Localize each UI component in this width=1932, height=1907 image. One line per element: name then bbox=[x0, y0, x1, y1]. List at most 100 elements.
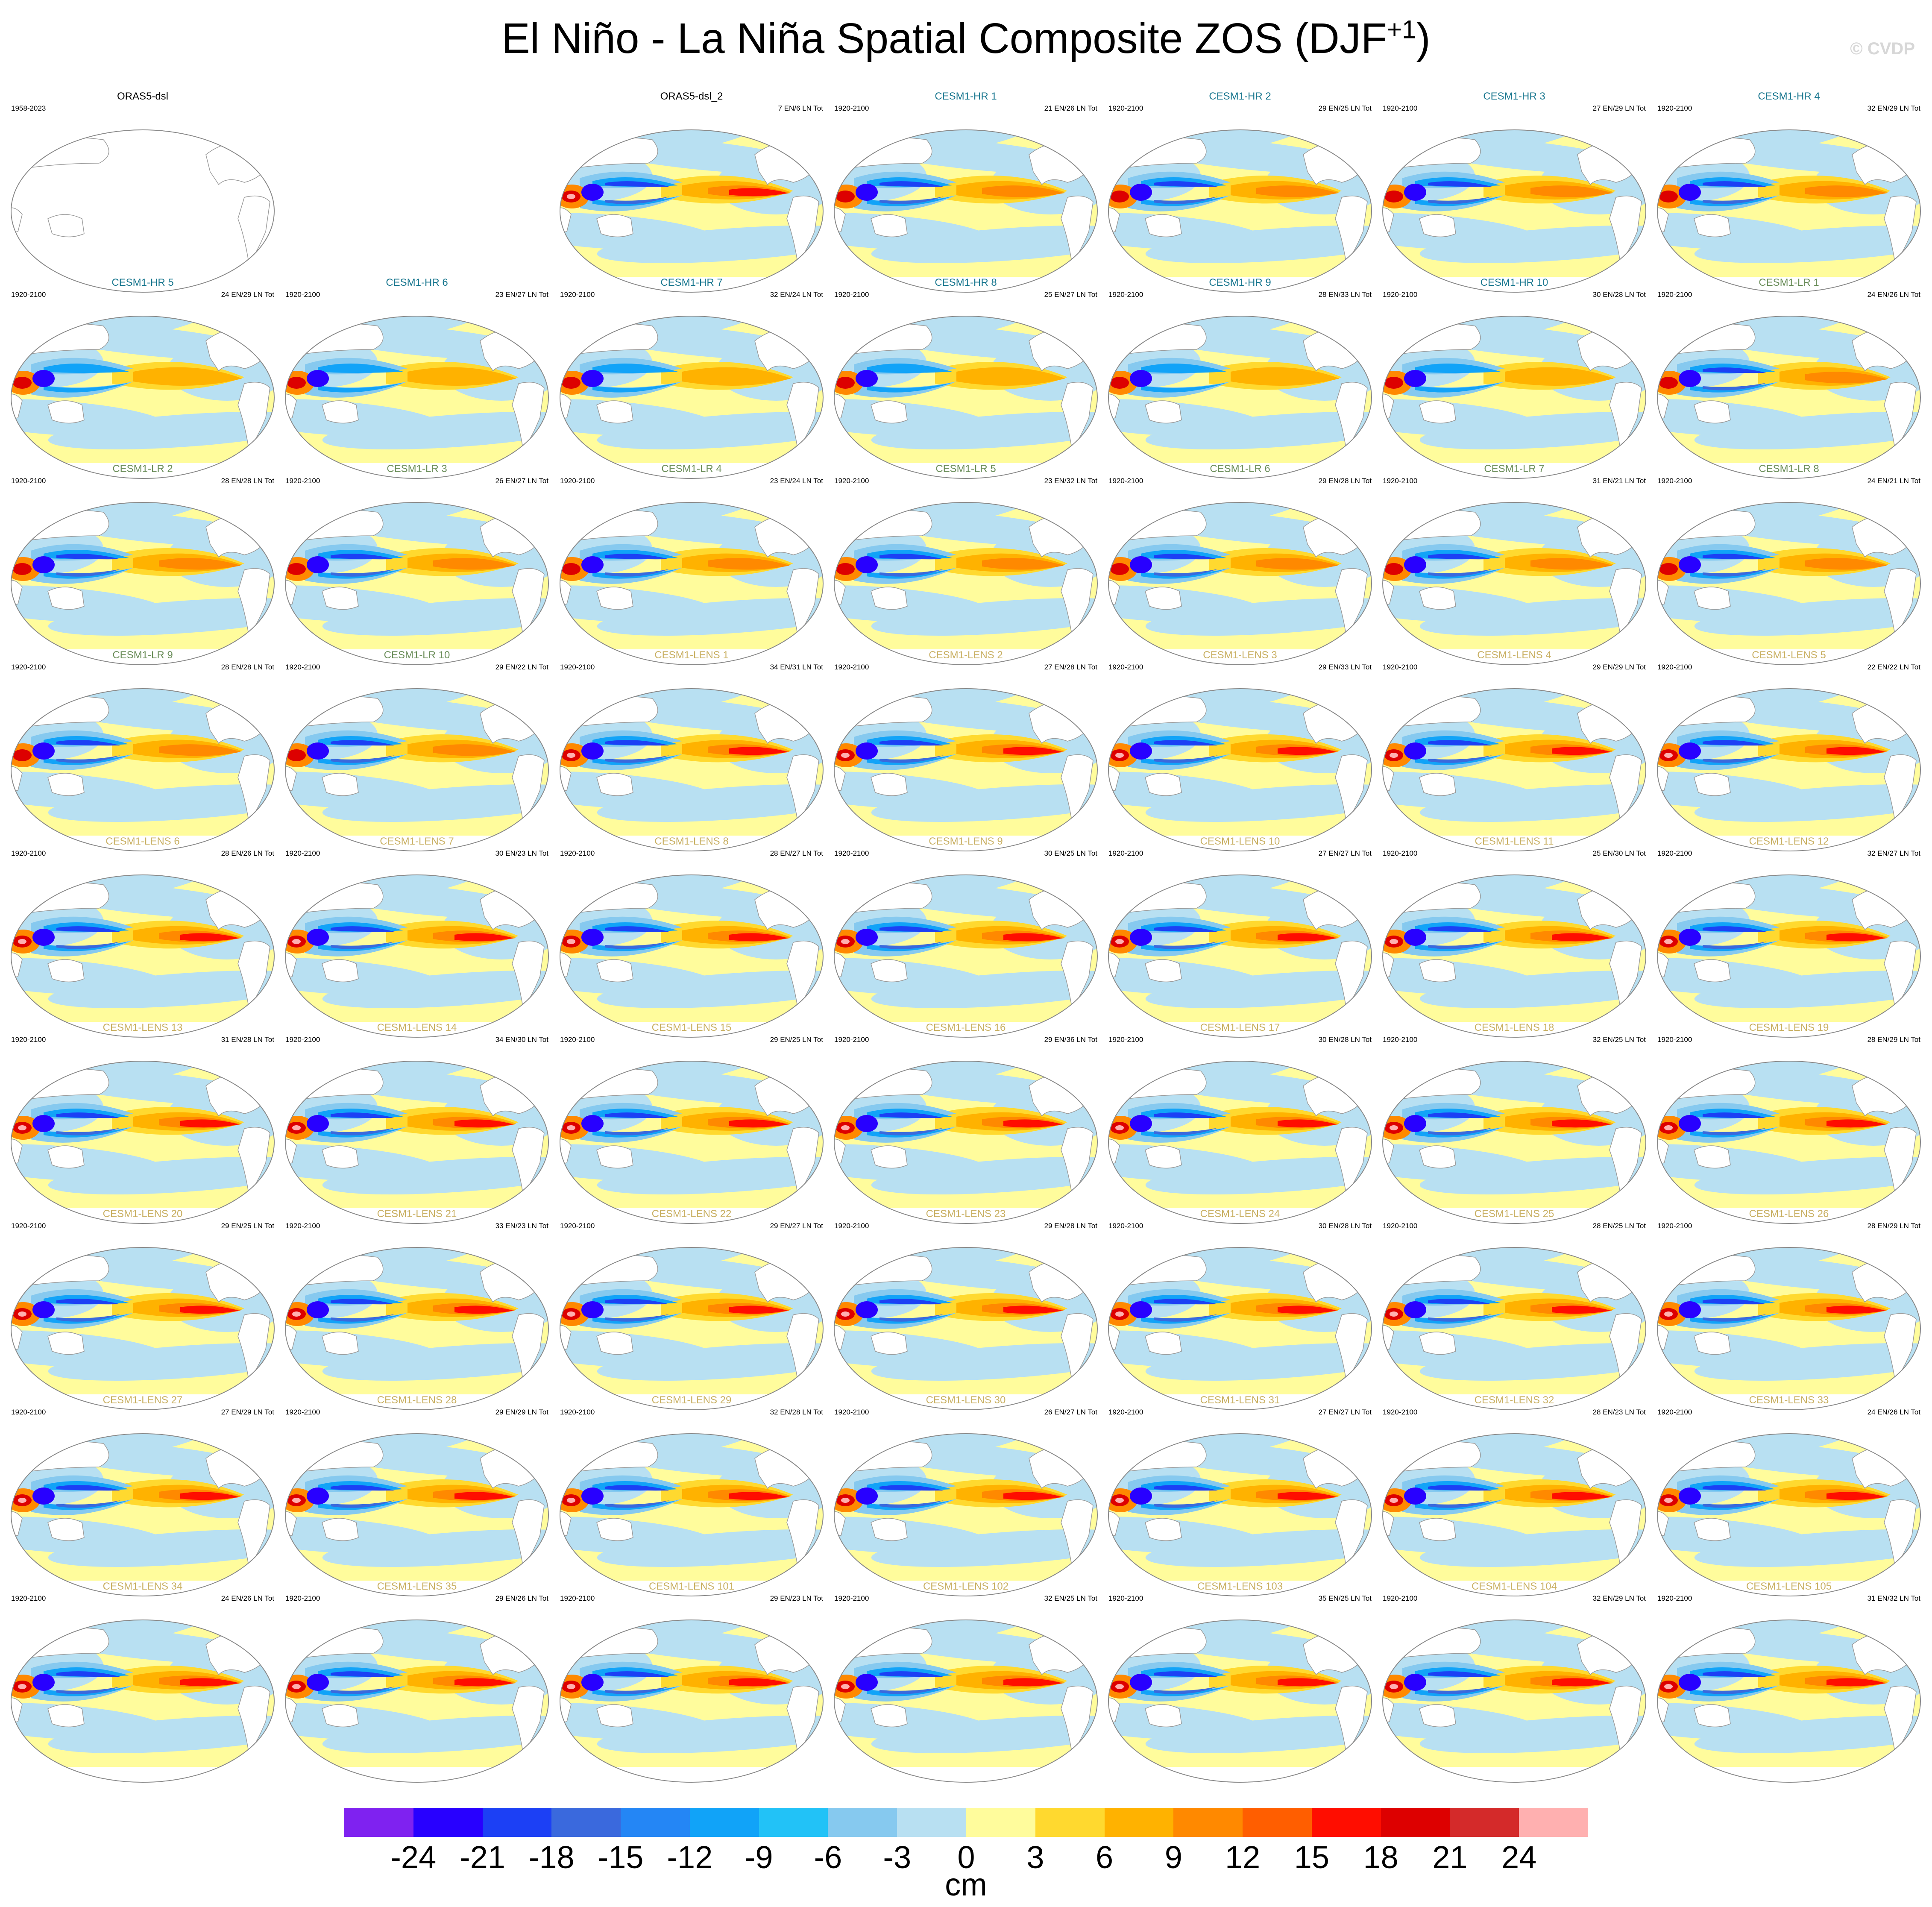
map-field bbox=[560, 130, 823, 277]
field-west-cool-s2 bbox=[592, 1128, 678, 1138]
panel-event-count: 27 EN/29 LN Tot bbox=[1592, 104, 1646, 112]
land-asia bbox=[836, 136, 932, 168]
field-east-pacific-warm4 bbox=[180, 933, 239, 942]
map-panel: CESM1-LENS 24 1920-2100 30 EN/28 LN Tot bbox=[1102, 1208, 1378, 1410]
panel-period: 1920-2100 bbox=[834, 1036, 869, 1044]
land-africa bbox=[560, 1325, 572, 1350]
field-east-pacific-warm4 bbox=[1003, 933, 1062, 942]
panel-title: CESM1-LENS 23 bbox=[926, 1208, 1006, 1220]
panel-period: 1920-2100 bbox=[834, 1408, 869, 1416]
land-africa bbox=[285, 1138, 297, 1164]
panel-period: 1920-2100 bbox=[11, 477, 46, 485]
field-west-cool-s3 bbox=[605, 1500, 669, 1508]
land-asia bbox=[836, 1254, 932, 1285]
map-panel: CESM1-LENS 29 1920-2100 32 EN/28 LN Tot bbox=[554, 1394, 829, 1596]
land-africa bbox=[1657, 1511, 1669, 1536]
land-africa bbox=[1657, 580, 1669, 605]
land-asia bbox=[562, 509, 658, 540]
coast-africa bbox=[11, 207, 23, 232]
map-outline bbox=[834, 502, 1098, 665]
field-west-cool-n3 bbox=[331, 1299, 395, 1305]
field-west-cool-n3 bbox=[880, 181, 944, 187]
field-maritime-cool bbox=[856, 742, 878, 760]
field-west-cool-s2 bbox=[592, 383, 678, 393]
land-australia bbox=[1145, 773, 1182, 796]
land-africa bbox=[834, 207, 846, 232]
map-field bbox=[11, 1434, 274, 1581]
field-indian-warm3 bbox=[1664, 939, 1673, 944]
map-outline bbox=[1382, 688, 1646, 851]
land-asia bbox=[1111, 1068, 1207, 1099]
map-field bbox=[11, 136, 270, 262]
field-west-cool-n3 bbox=[1154, 926, 1218, 932]
panel-title: CESM1-LENS 22 bbox=[651, 1208, 732, 1220]
panel-period: 1920-2100 bbox=[285, 849, 320, 857]
land-australia bbox=[1419, 1704, 1456, 1728]
panel-title: CESM1-LENS 2 bbox=[929, 649, 1003, 661]
panel-title: ORAS5-dsl_2 bbox=[660, 91, 723, 102]
panel-period: 1920-2100 bbox=[1383, 477, 1418, 485]
colorbar-segment bbox=[621, 1808, 690, 1837]
land-africa bbox=[1657, 952, 1669, 977]
colorbar-segment bbox=[828, 1808, 897, 1837]
field-west-cool-n3 bbox=[331, 1112, 395, 1118]
field-west-cool-s2 bbox=[867, 569, 952, 579]
map-field bbox=[1657, 1061, 1920, 1208]
field-indian-warm3 bbox=[841, 1498, 850, 1503]
field-maritime-cool bbox=[32, 742, 55, 760]
panel-title: CESM1-LENS 24 bbox=[1200, 1208, 1280, 1220]
field-east-pacific-warm3 bbox=[159, 744, 241, 756]
panel-period: 1920-2100 bbox=[1383, 1594, 1418, 1602]
colorbar-segment bbox=[1519, 1808, 1589, 1837]
land-asia bbox=[1659, 1626, 1756, 1658]
colorbar-tick-label: -12 bbox=[667, 1840, 713, 1875]
field-indian-warm3 bbox=[1115, 1498, 1124, 1503]
colorbar-tick-label: 12 bbox=[1225, 1840, 1261, 1875]
panel-title: CESM1-LENS 105 bbox=[1746, 1581, 1832, 1592]
field-west-cool-n3 bbox=[331, 926, 395, 932]
map-svg bbox=[1657, 1433, 1921, 1596]
field-east-pacific-warm4 bbox=[729, 1119, 788, 1128]
field-east-pacific-warm4 bbox=[729, 1492, 788, 1500]
field-maritime-cool bbox=[1679, 742, 1701, 760]
land-asia bbox=[13, 695, 109, 727]
field-west-cool-s2 bbox=[318, 1500, 403, 1510]
field-maritime-cool bbox=[1130, 929, 1152, 946]
map-svg bbox=[834, 1433, 1098, 1596]
field-west-cool-n3 bbox=[1703, 554, 1767, 560]
land-asia bbox=[1111, 509, 1207, 540]
field-west-cool-s3 bbox=[880, 1128, 944, 1135]
panel-title: CESM1-LENS 103 bbox=[1197, 1581, 1283, 1592]
panel-period: 1920-2100 bbox=[1108, 104, 1143, 112]
map-panel: CESM1-LENS 21 1920-2100 33 EN/23 LN Tot bbox=[279, 1208, 554, 1410]
map-svg bbox=[11, 874, 275, 1038]
panel-event-count: 28 EN/29 LN Tot bbox=[1867, 1222, 1920, 1230]
land-australia bbox=[1145, 1145, 1182, 1169]
field-west-cool-s3 bbox=[880, 569, 944, 577]
panel-title: CESM1-LENS 10 bbox=[1200, 836, 1280, 847]
field-indian-warm3 bbox=[567, 1684, 575, 1689]
map-svg bbox=[11, 502, 275, 665]
map-outline bbox=[560, 502, 824, 665]
colorbar-segment bbox=[1035, 1808, 1105, 1837]
panel-period: 1920-2100 bbox=[285, 1594, 320, 1602]
field-east-pacific-warm4 bbox=[454, 1492, 513, 1500]
field-maritime-cool bbox=[581, 184, 604, 201]
land-australia bbox=[1694, 1145, 1731, 1169]
field-west-cool-n3 bbox=[1428, 1299, 1492, 1305]
field-maritime-cool bbox=[581, 370, 604, 387]
land-asia bbox=[1659, 1440, 1756, 1472]
map-panel: CESM1-LENS 19 1920-2100 28 EN/29 LN Tot bbox=[1651, 1022, 1926, 1224]
map-field bbox=[285, 875, 548, 1022]
field-indian-warm3 bbox=[567, 1125, 575, 1130]
coast-north-america bbox=[205, 141, 270, 185]
land-africa bbox=[1383, 952, 1394, 977]
title-superscript: +1 bbox=[1387, 15, 1416, 44]
colorbar-tick-label: -9 bbox=[745, 1840, 773, 1875]
panel-event-count: 23 EN/24 LN Tot bbox=[770, 477, 823, 485]
panel-event-count: 29 EN/28 LN Tot bbox=[1318, 477, 1372, 485]
land-australia bbox=[596, 1145, 633, 1169]
land-asia bbox=[1111, 1626, 1207, 1658]
map-panel: CESM1-LENS 2 1920-2100 27 EN/28 LN Tot bbox=[828, 649, 1103, 851]
map-panel: CESM1-LENS 103 1920-2100 35 EN/25 LN Tot bbox=[1102, 1581, 1378, 1783]
